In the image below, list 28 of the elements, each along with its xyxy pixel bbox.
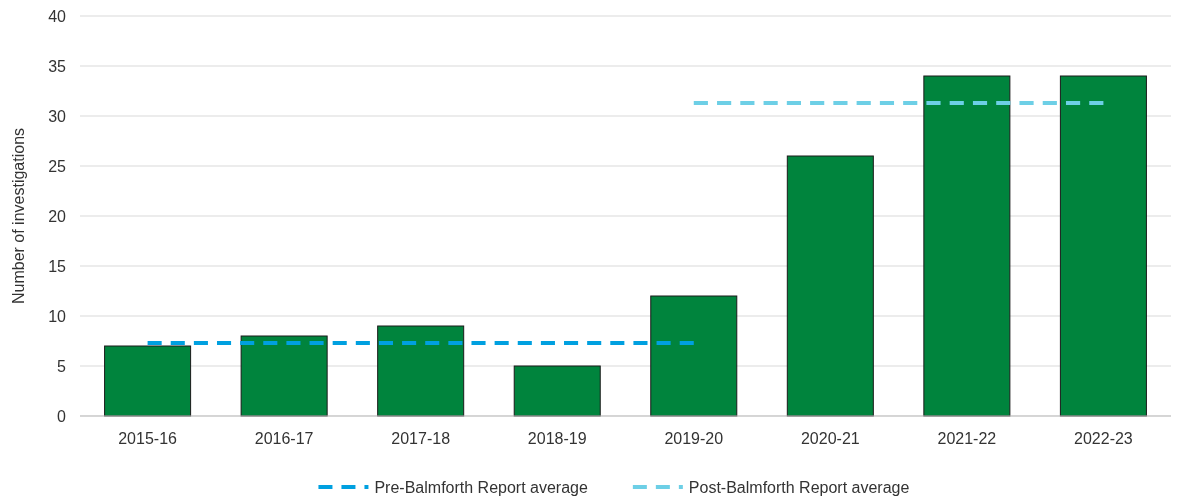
x-tick-label: 2015-16 <box>118 430 178 447</box>
bar <box>1059 75 1147 417</box>
y-tick-label: 25 <box>48 157 67 175</box>
x-tick-label: 2019-20 <box>664 430 724 447</box>
legend-label: Pre-Balmforth Report average <box>374 478 588 496</box>
y-tick-label: 0 <box>57 407 67 425</box>
bar <box>650 295 738 417</box>
y-tick-label: 15 <box>48 257 67 275</box>
x-tick-label: 2021-22 <box>937 430 997 447</box>
bar <box>377 325 465 417</box>
y-tick-label: 5 <box>57 357 67 375</box>
y-tick-label: 35 <box>48 57 67 75</box>
y-tick-label: 10 <box>48 307 67 325</box>
y-tick-label: 30 <box>48 107 67 125</box>
y-tick-label: 20 <box>48 207 67 225</box>
bar <box>786 155 874 417</box>
y-axis-title: Number of investigations <box>10 127 27 305</box>
x-tick-label: 2016-17 <box>254 430 314 447</box>
x-tick-label: 2017-18 <box>391 430 451 447</box>
x-tick-label: 2022-23 <box>1074 430 1133 447</box>
bar <box>240 335 328 417</box>
bar <box>513 365 601 417</box>
bar <box>104 345 192 417</box>
x-tick-label: 2020-21 <box>800 430 860 447</box>
bar <box>923 75 1011 417</box>
legend-label: Post-Balmforth Report average <box>688 478 910 496</box>
y-tick-label: 40 <box>48 7 67 25</box>
x-tick-label: 2018-19 <box>527 430 587 447</box>
